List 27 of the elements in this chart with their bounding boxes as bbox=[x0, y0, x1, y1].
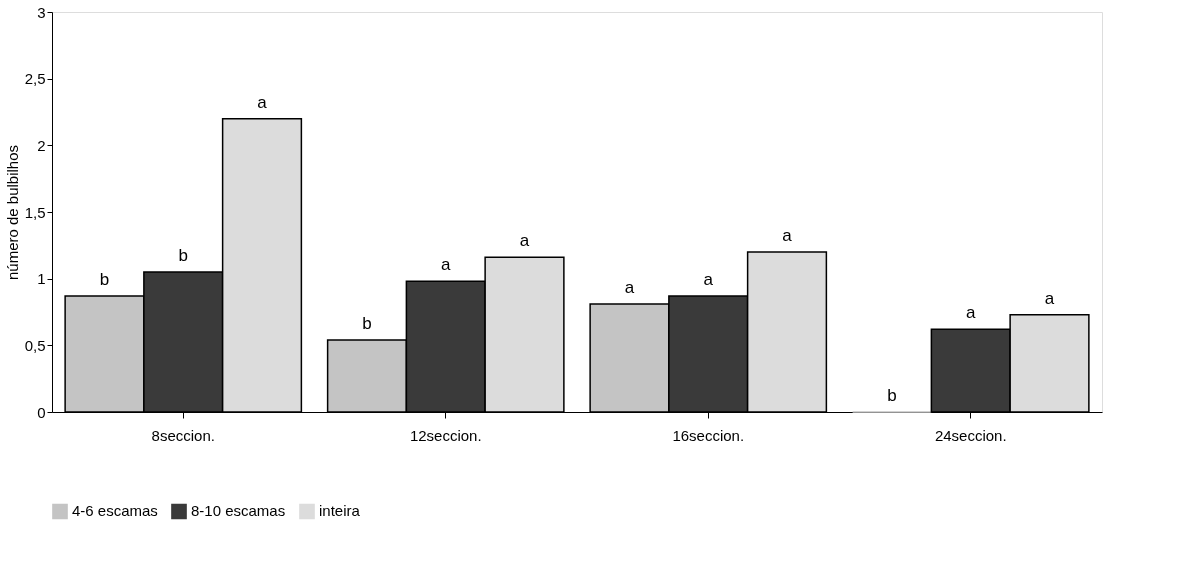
data-label: a bbox=[257, 92, 268, 112]
data-label: b bbox=[887, 386, 897, 405]
data-label: a bbox=[782, 226, 793, 245]
y-axis-title: número de bulbilhos bbox=[3, 144, 21, 281]
y-tick-label: 1 bbox=[37, 270, 46, 288]
data-label: a bbox=[441, 255, 452, 275]
data-label: a bbox=[519, 231, 530, 251]
y-tick-label: 1,5 bbox=[24, 203, 46, 221]
x-tick-label: 8seccion. bbox=[151, 426, 215, 444]
x-tick-label: 16seccion. bbox=[672, 426, 745, 444]
legend-label: inteira bbox=[319, 502, 361, 520]
y-tick-label: 0,5 bbox=[24, 336, 46, 354]
data-label: a bbox=[1044, 288, 1055, 308]
data-label: a bbox=[624, 278, 635, 297]
data-label: b bbox=[99, 270, 110, 289]
data-label: a bbox=[703, 270, 714, 289]
legend-label: 4-6 escamas bbox=[72, 502, 158, 520]
x-tick-label: 24seccion. bbox=[934, 426, 1007, 444]
data-label: a bbox=[966, 303, 977, 323]
y-tick-label: 2 bbox=[37, 136, 46, 154]
data-label: b bbox=[362, 314, 372, 333]
y-tick-label: 3 bbox=[37, 3, 46, 21]
y-tick-label: 0 bbox=[37, 403, 46, 421]
y-tick-label: 2,5 bbox=[24, 70, 46, 88]
data-label: b bbox=[178, 246, 188, 265]
legend-label: 8-10 escamas bbox=[191, 502, 286, 520]
x-tick-label: 12seccion. bbox=[409, 426, 482, 444]
